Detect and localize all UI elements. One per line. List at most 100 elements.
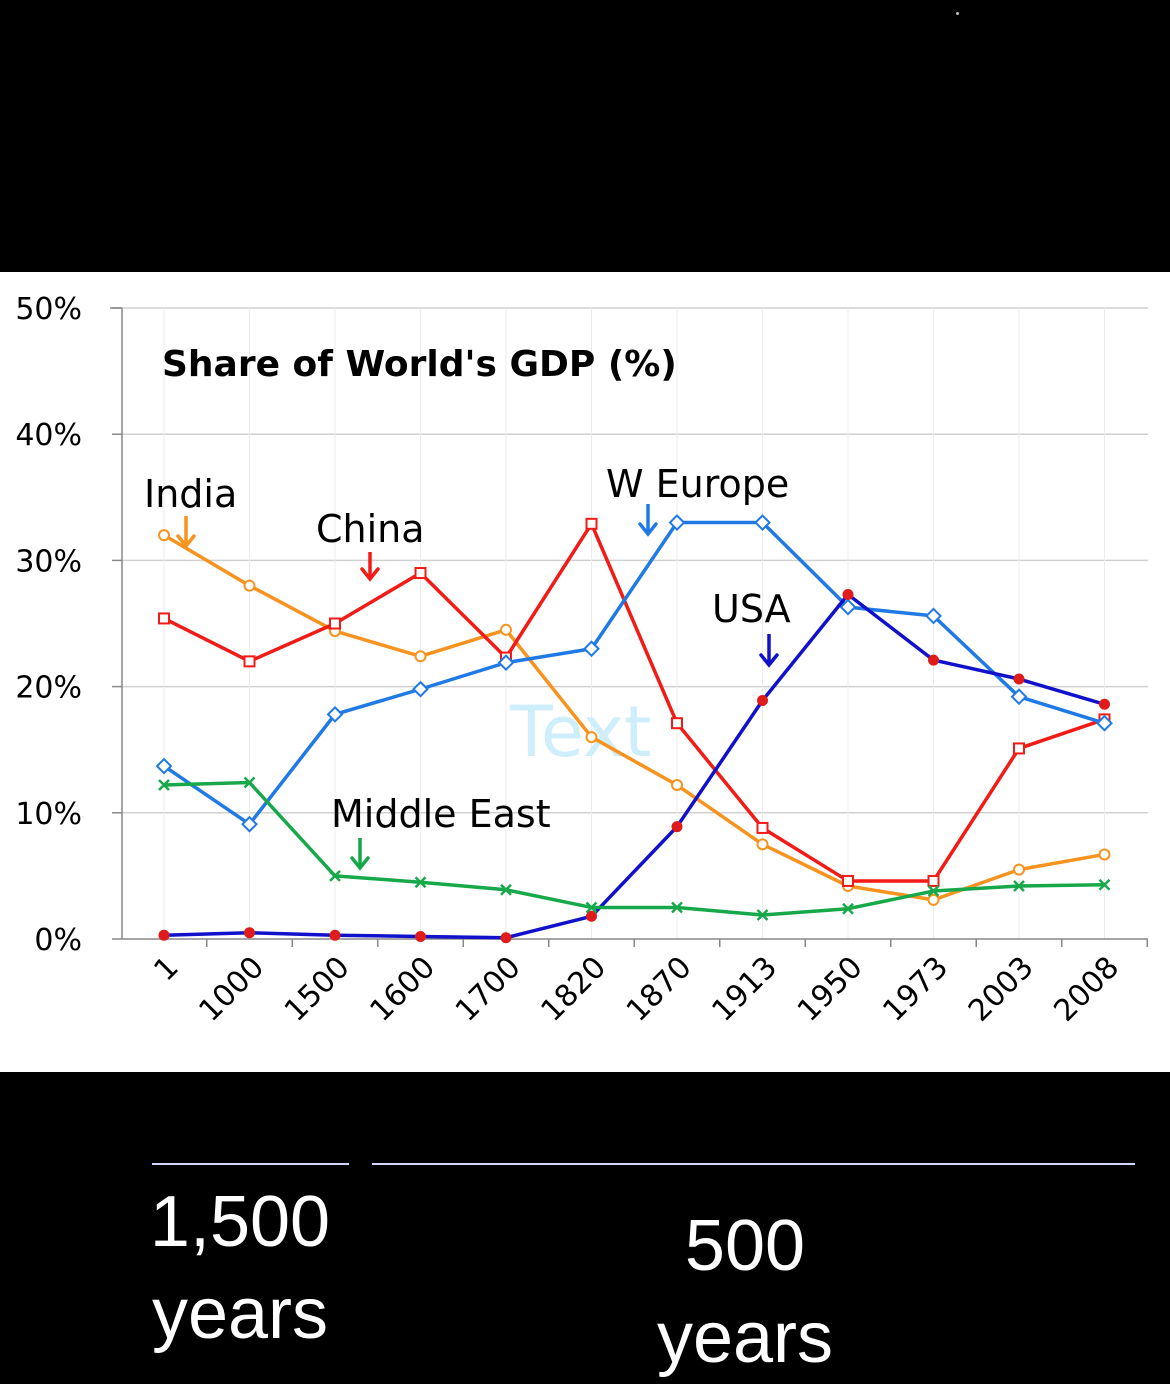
series-line-w-europe xyxy=(163,520,1106,826)
x-tick-label: 1950 xyxy=(791,950,870,1029)
point-china xyxy=(329,617,341,630)
point-w-europe xyxy=(1096,714,1113,732)
point-china xyxy=(158,612,170,625)
point-india xyxy=(414,650,427,663)
x-tick-label: 1 xyxy=(147,950,185,988)
point-w-europe xyxy=(583,640,600,658)
point-usa xyxy=(1099,698,1110,710)
annotation-arrow-middle-east xyxy=(350,838,370,871)
y-tick-label: 20% xyxy=(15,671,82,706)
series-line-china xyxy=(163,522,1106,883)
point-middle-east xyxy=(842,902,854,915)
x-tick-label: 1870 xyxy=(620,950,699,1029)
point-india xyxy=(1098,848,1111,861)
gdp-share-line-chart: 0% 10% 20% 30% 40% 50% 1 1000 1500 1600 1700 1820 18… xyxy=(15,292,1148,1029)
annotation-label-w-europe: W Europe xyxy=(606,462,789,506)
point-china xyxy=(927,874,940,887)
point-middle-east xyxy=(1098,878,1111,891)
point-middle-east xyxy=(243,776,256,789)
point-usa xyxy=(928,654,939,666)
point-middle-east xyxy=(671,901,683,914)
annotation-label-usa: USA xyxy=(712,587,791,631)
x-tick-label: 1913 xyxy=(705,950,784,1029)
top-black-band xyxy=(0,0,1170,272)
point-usa xyxy=(158,929,170,941)
point-w-europe xyxy=(1010,688,1028,706)
series-line-middle-east xyxy=(163,780,1105,917)
series-usa xyxy=(158,588,1110,944)
point-middle-east xyxy=(1013,880,1025,892)
point-w-europe xyxy=(497,654,515,672)
y-tick-label: 40% xyxy=(15,418,82,453)
x-tick-label: 1973 xyxy=(876,950,955,1029)
annotation-label-india: India xyxy=(144,472,237,516)
point-india xyxy=(500,623,512,636)
point-middle-east xyxy=(500,883,512,896)
point-china xyxy=(414,567,427,580)
point-india xyxy=(671,779,683,792)
speck xyxy=(956,12,959,15)
x-tick-label: 1820 xyxy=(534,950,613,1029)
series-line-usa xyxy=(163,592,1105,940)
y-tick-label: 30% xyxy=(15,544,82,579)
y-tick-label: 0% xyxy=(34,923,82,958)
point-w-europe xyxy=(155,757,173,775)
period-bracket-500-years xyxy=(372,1163,1135,1165)
period-bracket-1500-years xyxy=(152,1163,349,1165)
point-china xyxy=(842,874,854,887)
point-india xyxy=(158,529,170,542)
bottom-black-band: 1,500 years 500 years xyxy=(0,1072,1170,1378)
x-tick-label: 1600 xyxy=(363,950,442,1029)
point-usa xyxy=(757,694,768,706)
annotation-label-china: China xyxy=(316,507,425,551)
annotation-label-middle-east: Middle East xyxy=(331,792,551,836)
point-china xyxy=(1013,742,1025,755)
point-usa xyxy=(586,910,597,922)
point-w-europe xyxy=(412,680,429,698)
point-usa xyxy=(329,929,341,941)
chart-title: Share of World's GDP (%) xyxy=(162,344,677,385)
point-usa xyxy=(1013,673,1025,685)
point-india xyxy=(1013,863,1025,876)
point-usa xyxy=(671,821,683,833)
x-tick-label: 1700 xyxy=(449,950,528,1029)
point-middle-east xyxy=(414,876,427,889)
x-tick-label: 2003 xyxy=(962,950,1041,1029)
point-usa xyxy=(842,588,854,600)
point-middle-east xyxy=(927,885,940,897)
point-india xyxy=(927,893,940,906)
point-usa xyxy=(500,932,512,944)
series-middle-east xyxy=(158,776,1111,921)
point-w-europe xyxy=(925,607,942,625)
y-tick-label: 50% xyxy=(15,292,82,327)
point-w-europe xyxy=(754,514,771,531)
annotation-arrow-usa xyxy=(759,634,779,668)
point-india xyxy=(756,838,769,851)
point-middle-east xyxy=(756,909,769,921)
point-china xyxy=(756,821,769,834)
y-tick-label: 10% xyxy=(15,797,82,832)
annotation-arrow-w-europe xyxy=(638,504,658,537)
point-india xyxy=(243,579,256,592)
period-label-500-years: 500 years xyxy=(656,1206,834,1378)
point-usa xyxy=(415,930,426,942)
point-middle-east xyxy=(158,779,170,791)
x-tick-label: 1000 xyxy=(192,950,271,1029)
point-middle-east xyxy=(585,901,598,914)
annotation-arrow-china xyxy=(360,552,380,582)
point-china xyxy=(243,655,256,668)
point-usa xyxy=(244,927,255,939)
chart-panel: 0% 10% 20% 30% 40% 50% 1 1000 1500 1600 1700 1820 18… xyxy=(0,272,1170,1072)
series-line-india xyxy=(163,533,1105,902)
point-china xyxy=(671,717,683,730)
point-india xyxy=(585,731,598,744)
x-tick-label: 1500 xyxy=(278,950,357,1029)
point-w-europe xyxy=(326,705,344,723)
series-w-europe xyxy=(155,514,1113,833)
x-tick-label: 2008 xyxy=(1047,950,1126,1029)
point-w-europe xyxy=(241,815,258,833)
annotation-arrow-india xyxy=(176,516,196,549)
period-label-1500-years: 1,500 years xyxy=(149,1182,331,1354)
point-w-europe xyxy=(839,598,857,616)
point-middle-east xyxy=(329,870,341,882)
